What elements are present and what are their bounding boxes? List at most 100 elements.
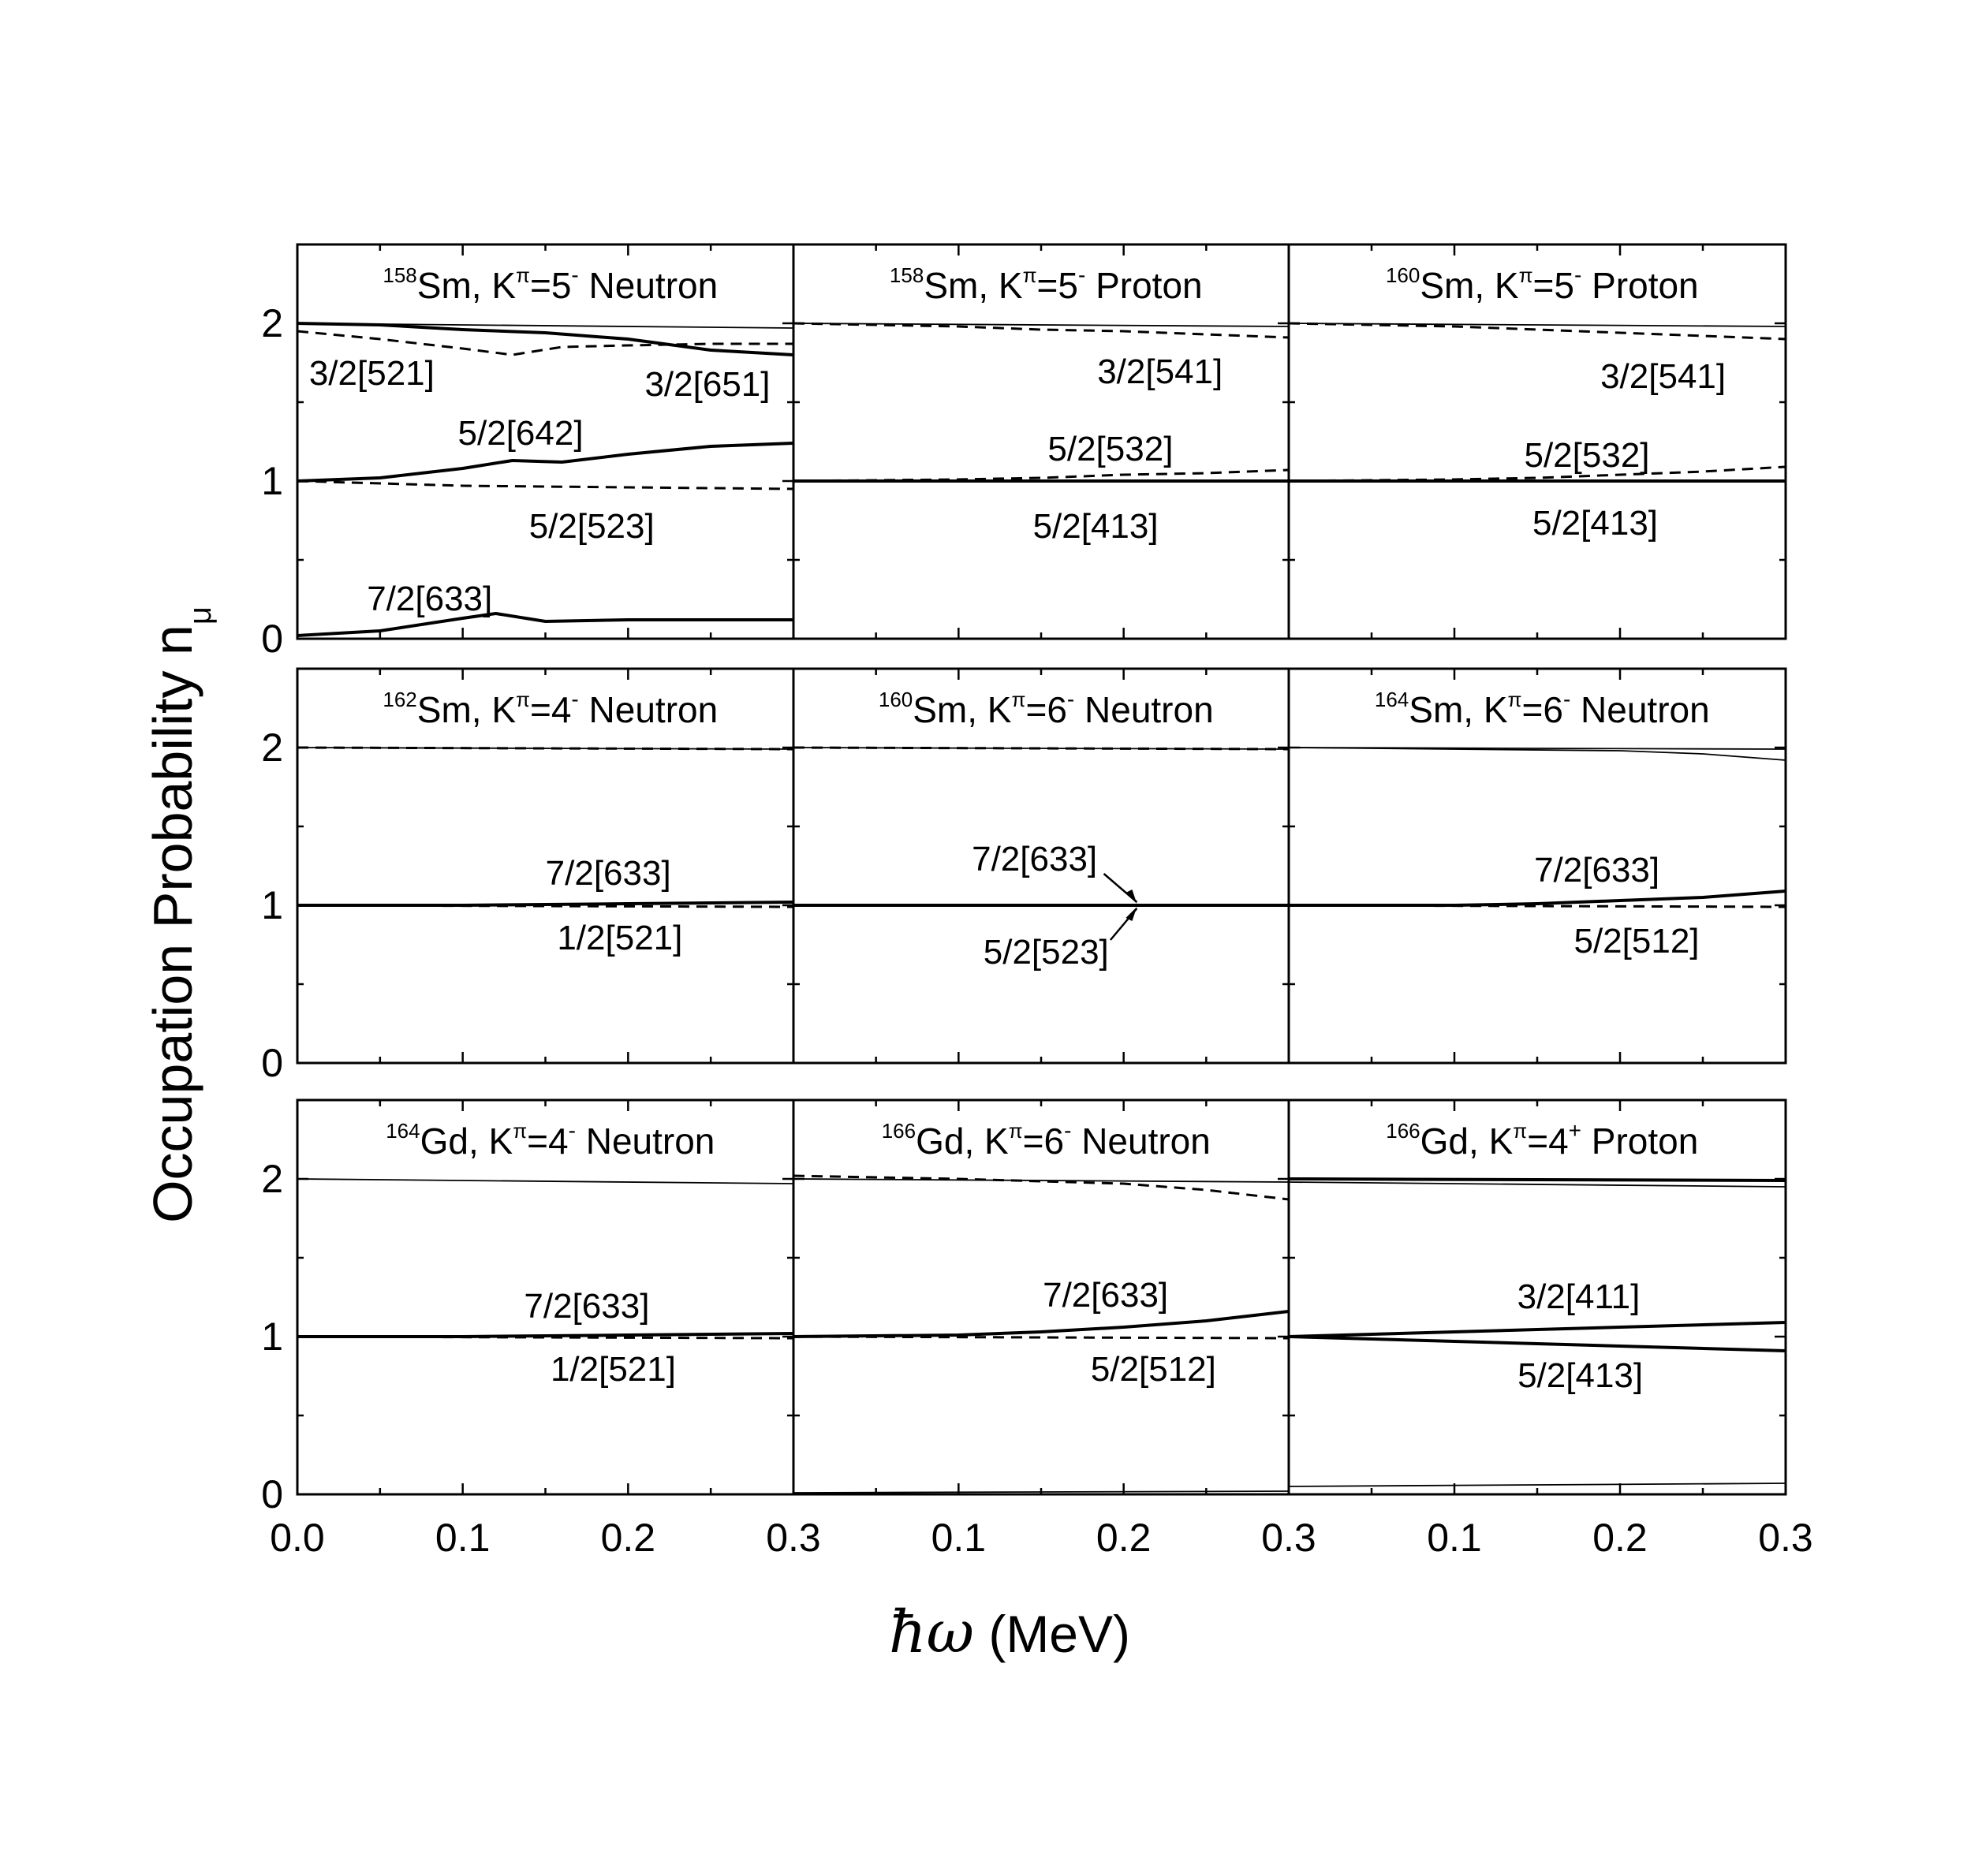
title-parity: +	[1569, 1118, 1581, 1143]
title-parity: -	[1078, 263, 1085, 287]
series-line-4	[1288, 1335, 1786, 1352]
series-line-3	[1288, 1321, 1786, 1338]
title-kind: Neutron	[579, 265, 718, 306]
title-element: Gd, K	[1420, 1121, 1514, 1162]
y-tick-label: 1	[261, 1315, 283, 1359]
series-line-2	[297, 322, 794, 356]
series-line-4	[793, 1335, 1290, 1340]
title-parity: -	[1064, 1118, 1071, 1143]
x-tick-label: 0.1	[931, 1516, 987, 1560]
title-mass: 164	[1375, 688, 1409, 711]
x-tick-label: 0.2	[1592, 1516, 1648, 1560]
title-value: =4	[1527, 1121, 1568, 1162]
title-element: Sm, K	[924, 265, 1023, 306]
title-kind: Neutron	[1071, 1121, 1210, 1162]
title-element: Gd, K	[916, 1121, 1009, 1162]
panel-8: 0.1 0.2 0.3 166Gd, Kπ=6- Neutron 7/2[633] 5/2…	[792, 1098, 1316, 1560]
orbital-label: 5/2[523]	[984, 933, 1109, 972]
title-mass: 164	[386, 1119, 420, 1143]
series-line-6	[297, 612, 793, 637]
y-axis-label-sub: μ	[183, 606, 218, 625]
orbital-label: 5/2[413]	[1532, 504, 1658, 543]
title-kind: Proton	[1085, 265, 1202, 306]
title-value: =5	[1533, 265, 1574, 306]
title-value: =5	[1037, 265, 1078, 306]
orbital-label: 1/2[521]	[551, 1350, 676, 1389]
title-kind: Neutron	[1570, 689, 1709, 730]
title-parity: -	[571, 687, 578, 711]
y-tick-label: 0	[261, 1041, 283, 1085]
orbital-label: 7/2[633]	[972, 840, 1097, 878]
panel-9: 0.1 0.2 0.3 166Gd, Kπ=4+ Proton 3/2[411] 5/2[…	[1287, 1098, 1813, 1560]
series-line-3	[297, 1335, 794, 1340]
title-pi: π	[1519, 263, 1533, 287]
title-mass: 158	[383, 263, 416, 287]
x-tick-label: 0.2	[601, 1516, 656, 1560]
arrow-head-upper	[1125, 890, 1137, 904]
series-line-3	[793, 1310, 1290, 1338]
orbital-label: 5/2[512]	[1573, 922, 1699, 960]
panel-2: 158Sm, Kπ=5- Proton 3/2[541] 5/2[532] 5/2[4…	[792, 243, 1290, 640]
title-pi: π	[1023, 263, 1037, 287]
series-line-2	[793, 322, 1290, 339]
x-axis-label-unit: (MeV)	[974, 1605, 1130, 1663]
panel-4: 0 1 2 162Sm, Kπ=4- Neutron 7/2[633] 1/2[521]	[261, 667, 795, 1085]
y-tick-label: 2	[261, 1157, 283, 1201]
x-axis-label: ħω (MeV)	[889, 1598, 1130, 1666]
series-line-2	[1288, 1181, 1786, 1188]
title-parity: -	[1574, 263, 1581, 287]
title-pi: π	[1508, 688, 1522, 711]
title-parity: -	[569, 1118, 576, 1143]
title-value: =6	[1023, 1121, 1064, 1162]
title-pi: π	[516, 688, 530, 711]
orbital-label: 5/2[413]	[1517, 1356, 1643, 1395]
series-line-1	[297, 1178, 794, 1184]
title-pi: π	[513, 1119, 527, 1143]
x-axis-label-hbar: ħω	[889, 1598, 974, 1666]
title-value: =4	[530, 689, 571, 730]
x-tick-label: 0.0	[270, 1516, 325, 1560]
panel-7: 0 1 2 0.0 0.1 0.2 0.3 164Gd, Kπ=4- Neutron 7/2[6…	[261, 1098, 821, 1560]
title-mass: 160	[1386, 263, 1420, 287]
title-pi: π	[1513, 1119, 1527, 1143]
series-line-2	[793, 1178, 1290, 1183]
x-tick-label: 0.2	[1096, 1516, 1152, 1560]
title-value: =5	[530, 265, 571, 306]
title-value: =6	[1025, 689, 1066, 730]
title-parity: -	[1563, 687, 1570, 711]
orbital-label: 7/2[633]	[1534, 851, 1659, 890]
panel-title: 164Sm, Kπ=6- Neutron	[1375, 687, 1710, 730]
series-line-2	[297, 746, 794, 751]
y-tick-label: 2	[261, 725, 283, 770]
panel-6: 164Sm, Kπ=6- Neutron 7/2[633] 5/2[512]	[1287, 667, 1787, 1065]
title-element: Sm, K	[417, 265, 517, 306]
panel-3: 160Sm, Kπ=5- Proton 3/2[541] 5/2[532] 5/2[4…	[1287, 243, 1787, 640]
y-axis-label-main: Occupation Probability n	[142, 625, 203, 1223]
panel-title: 158Sm, Kπ=5- Proton	[890, 263, 1203, 306]
panel-title: 164Gd, Kπ=4- Neutron	[386, 1118, 715, 1162]
orbital-label: 3/2[411]	[1517, 1277, 1641, 1316]
orbital-label: 7/2[633]	[546, 854, 671, 893]
x-tick-label: 0.1	[435, 1516, 491, 1560]
title-mass: 160	[879, 688, 913, 711]
title-value: =4	[527, 1121, 568, 1162]
title-kind: Proton	[1581, 265, 1698, 306]
title-element: Sm, K	[417, 689, 517, 730]
series-line-4	[297, 442, 794, 483]
x-tick-label: 0.1	[1427, 1516, 1482, 1560]
orbital-label: 3/2[521]	[309, 354, 435, 393]
series-line-1	[793, 1174, 1290, 1201]
x-tick-label: 0.3	[766, 1516, 821, 1560]
y-tick-label: 1	[261, 459, 283, 503]
panel-5: 160Sm, Kπ=6- Neutron 7/2[633] 5/2[523]	[792, 667, 1290, 1065]
orbital-label: 5/2[642]	[458, 414, 584, 453]
y-tick-label: 2	[261, 301, 283, 345]
title-element: Sm, K	[1420, 265, 1519, 306]
panel-title: 162Sm, Kπ=4- Neutron	[383, 687, 718, 730]
x-tick-label: 0.3	[1758, 1516, 1813, 1560]
title-value: =6	[1521, 689, 1562, 730]
x-tick-label: 0.3	[1261, 1516, 1316, 1560]
orbital-label: 3/2[541]	[1600, 357, 1726, 396]
